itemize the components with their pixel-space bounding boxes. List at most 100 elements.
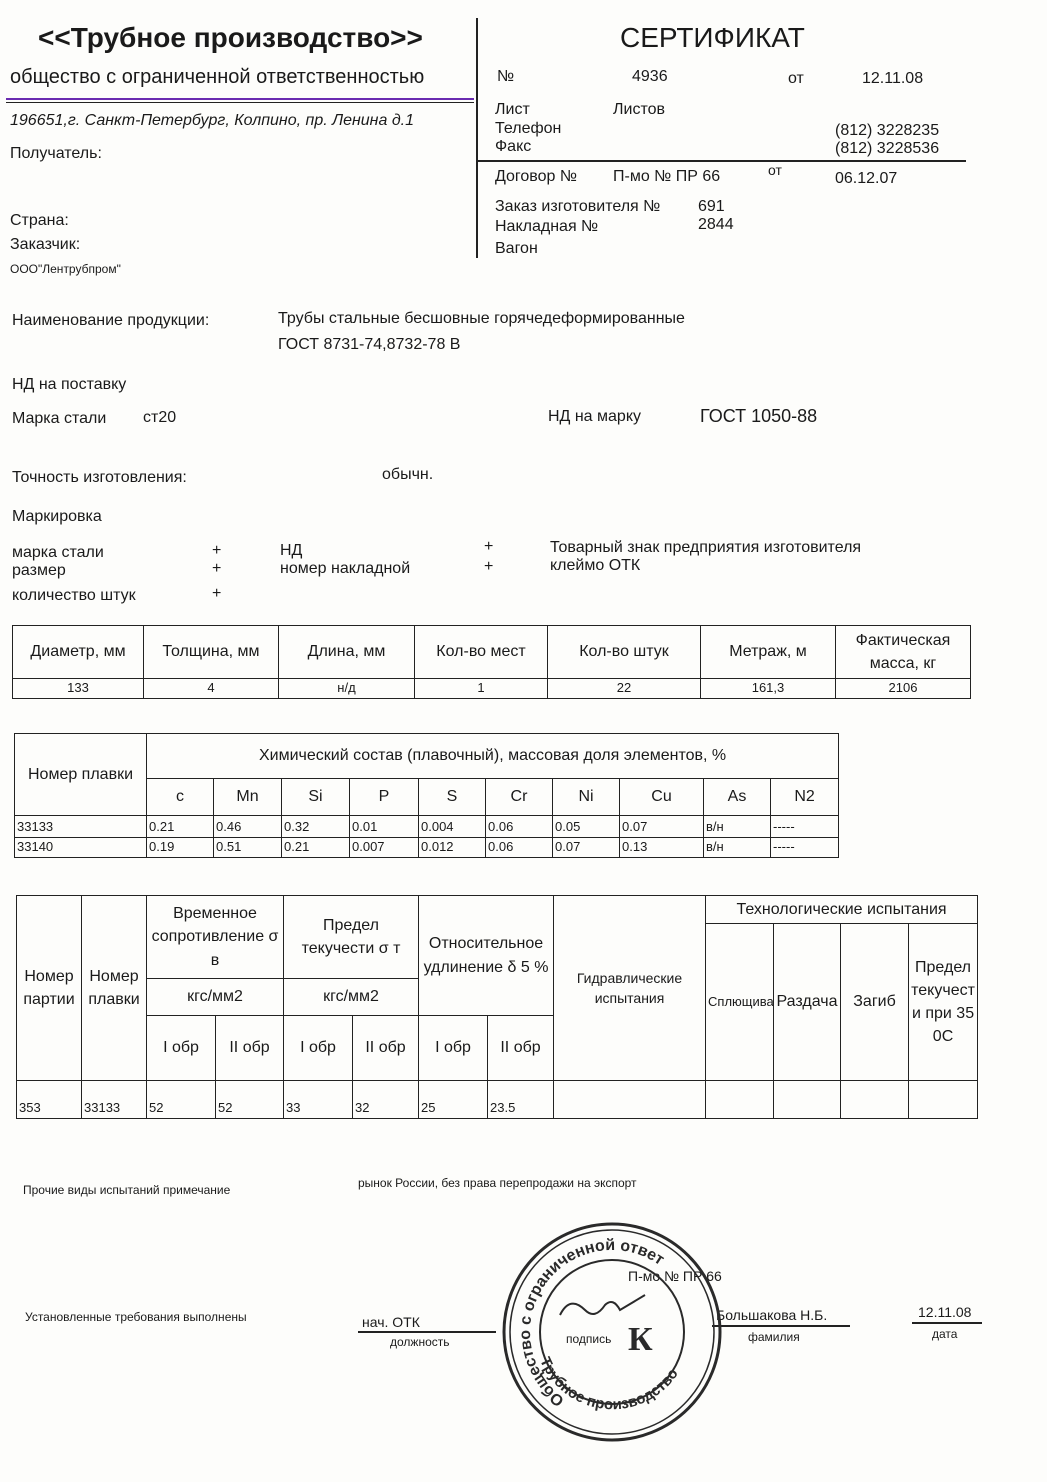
- country-label: Страна:: [10, 212, 69, 229]
- flattening-header: Сплющивание: [705, 923, 775, 1081]
- company-name: <<Трубное производство>>: [38, 22, 423, 53]
- element-header: Cu: [619, 778, 704, 816]
- certificate-number: 4936: [632, 68, 668, 85]
- cell: 33: [283, 1080, 354, 1119]
- hydraulic-tests-header: Гидравлические испытания: [553, 895, 707, 1081]
- element-header: Si: [281, 778, 350, 816]
- cell: -----: [769, 815, 840, 838]
- cell: [705, 1080, 775, 1119]
- header-cell: Диаметр, мм: [12, 625, 144, 679]
- cell: 0.05: [552, 815, 620, 838]
- other-tests-label: Прочие виды испытаний примечание: [23, 1183, 231, 1197]
- header-cell: Метраж, м: [700, 625, 836, 679]
- contract-date: 06.12.07: [835, 170, 898, 187]
- element-header: Ni: [552, 778, 620, 816]
- cell: в/н: [703, 837, 771, 858]
- cell: 0.51: [213, 837, 282, 858]
- nd-grade-label: НД на марку: [548, 408, 641, 425]
- requirements-text: Установленные требования выполнены: [25, 1310, 247, 1324]
- bend-header: Загиб: [840, 923, 910, 1081]
- marking-item: клеймо ОТК: [550, 557, 641, 574]
- heat-number-header: Номер плавки: [81, 895, 147, 1081]
- cell: 33133: [14, 815, 147, 838]
- unit-cell: кгс/мм2: [283, 978, 420, 1016]
- position-value: нач. ОТК: [362, 1314, 420, 1330]
- marking-item: количество штук: [12, 587, 136, 604]
- contract-label: Договор №: [495, 168, 578, 185]
- cell: 0.007: [349, 837, 419, 858]
- cell: 1: [414, 678, 548, 699]
- table-row: 133 4 н/д 1 22 161,3 2106: [12, 678, 971, 699]
- fax-label: Факс: [495, 138, 532, 155]
- company-address: 196651,г. Санкт-Петербург, Колпино, пр. …: [10, 112, 415, 129]
- cell: 0.46: [213, 815, 282, 838]
- header-cell: Кол-во штук: [547, 625, 701, 679]
- order-label: Заказ изготовителя №: [495, 198, 661, 215]
- sign-date: 12.11.08: [918, 1304, 972, 1320]
- sheet-label: Лист: [495, 101, 530, 118]
- marking-item: номер накладной: [280, 560, 411, 577]
- cell: [553, 1080, 707, 1119]
- table-row: 353 33133 52 52 33 32 25 23.5: [16, 1080, 979, 1119]
- table-row: 33133 0.21 0.46 0.32 0.01 0.004 0.06 0.05 0.07 в/…: [14, 815, 840, 838]
- heat-number-header: Номер плавки: [14, 733, 147, 816]
- cell: 353: [16, 1080, 82, 1119]
- batch-number-header: Номер партии: [16, 895, 82, 1081]
- table-header-row: Диаметр, мм Толщина, мм Длина, мм Кол-во…: [12, 625, 971, 679]
- element-header: Cr: [485, 778, 553, 816]
- header-cell: Фактическая масса, кг: [835, 625, 971, 679]
- sample-1-header: I обр: [418, 1015, 489, 1081]
- accuracy-value: обычн.: [382, 466, 434, 483]
- chemical-composition-table: Номер плавки Химический состав (плавочны…: [14, 733, 840, 858]
- sample-2-header: II обр: [487, 1015, 555, 1081]
- chem-title: Химический состав (плавочный), массовая …: [145, 733, 840, 779]
- marking-label: Маркировка: [12, 508, 102, 525]
- cell: 33140: [14, 837, 147, 858]
- tensile-strength-header: Временное сопротивление σ в: [145, 895, 285, 979]
- yield-strength-header: Предел текучести σ т: [283, 895, 420, 979]
- sample-2-header: II обр: [214, 1015, 285, 1081]
- recipient-label: Получатель:: [10, 145, 102, 162]
- expansion-header: Раздача: [773, 923, 842, 1081]
- cell: 0.06: [485, 815, 553, 838]
- certificate-title: СЕРТИФИКАТ: [620, 22, 805, 53]
- surname-value: Большакова Н.Б.: [716, 1307, 828, 1323]
- cell: 0.21: [146, 815, 214, 838]
- cell: 22: [547, 678, 701, 699]
- mechanical-tests-table: Номер партии Номер плавки Временное сопр…: [16, 895, 979, 1119]
- customer-value: ООО"Лентрубпром": [10, 262, 121, 276]
- element-header: S: [418, 778, 486, 816]
- header-cell: Кол-во мест: [414, 625, 548, 679]
- yield-350-header: Предел текучести при 350С: [908, 923, 979, 1081]
- marking-mark: +: [484, 558, 494, 575]
- cell: 0.004: [418, 815, 486, 838]
- cell: 32: [352, 1080, 420, 1119]
- cell: 161,3: [700, 678, 836, 699]
- element-header: N2: [769, 778, 840, 816]
- customer-label: Заказчик:: [10, 236, 81, 253]
- steel-grade: ст20: [143, 409, 177, 426]
- elongation-header: Относительное удлинение δ 5 %: [418, 895, 555, 1016]
- phone-value: (812) 3228235: [835, 122, 940, 139]
- unit-cell: кгс/мм2: [145, 978, 285, 1016]
- marking-item: размер: [12, 562, 66, 579]
- nd-grade: ГОСТ 1050-88: [700, 406, 818, 426]
- phone-label: Телефон: [495, 120, 562, 137]
- position-label: должность: [390, 1335, 450, 1349]
- cell: 0.13: [619, 837, 704, 858]
- cell: 0.07: [552, 837, 620, 858]
- cell: 133: [12, 678, 144, 699]
- cell: 52: [214, 1080, 285, 1119]
- order-value: 691: [698, 198, 725, 215]
- product-standard: ГОСТ 8731-74,8732-78 В: [278, 336, 461, 353]
- sample-1-header: I обр: [283, 1015, 354, 1081]
- cell: в/н: [703, 815, 771, 838]
- note-text: рынок России, без права перепродажи на э…: [358, 1176, 637, 1190]
- company-type: общество с ограниченной ответственностью: [10, 66, 425, 88]
- invoice-label: Накладная №: [495, 218, 599, 235]
- sample-1-header: I обр: [146, 1015, 216, 1081]
- cell: н/д: [278, 678, 415, 699]
- cell: [840, 1080, 910, 1119]
- surname-label: фамилия: [748, 1330, 800, 1344]
